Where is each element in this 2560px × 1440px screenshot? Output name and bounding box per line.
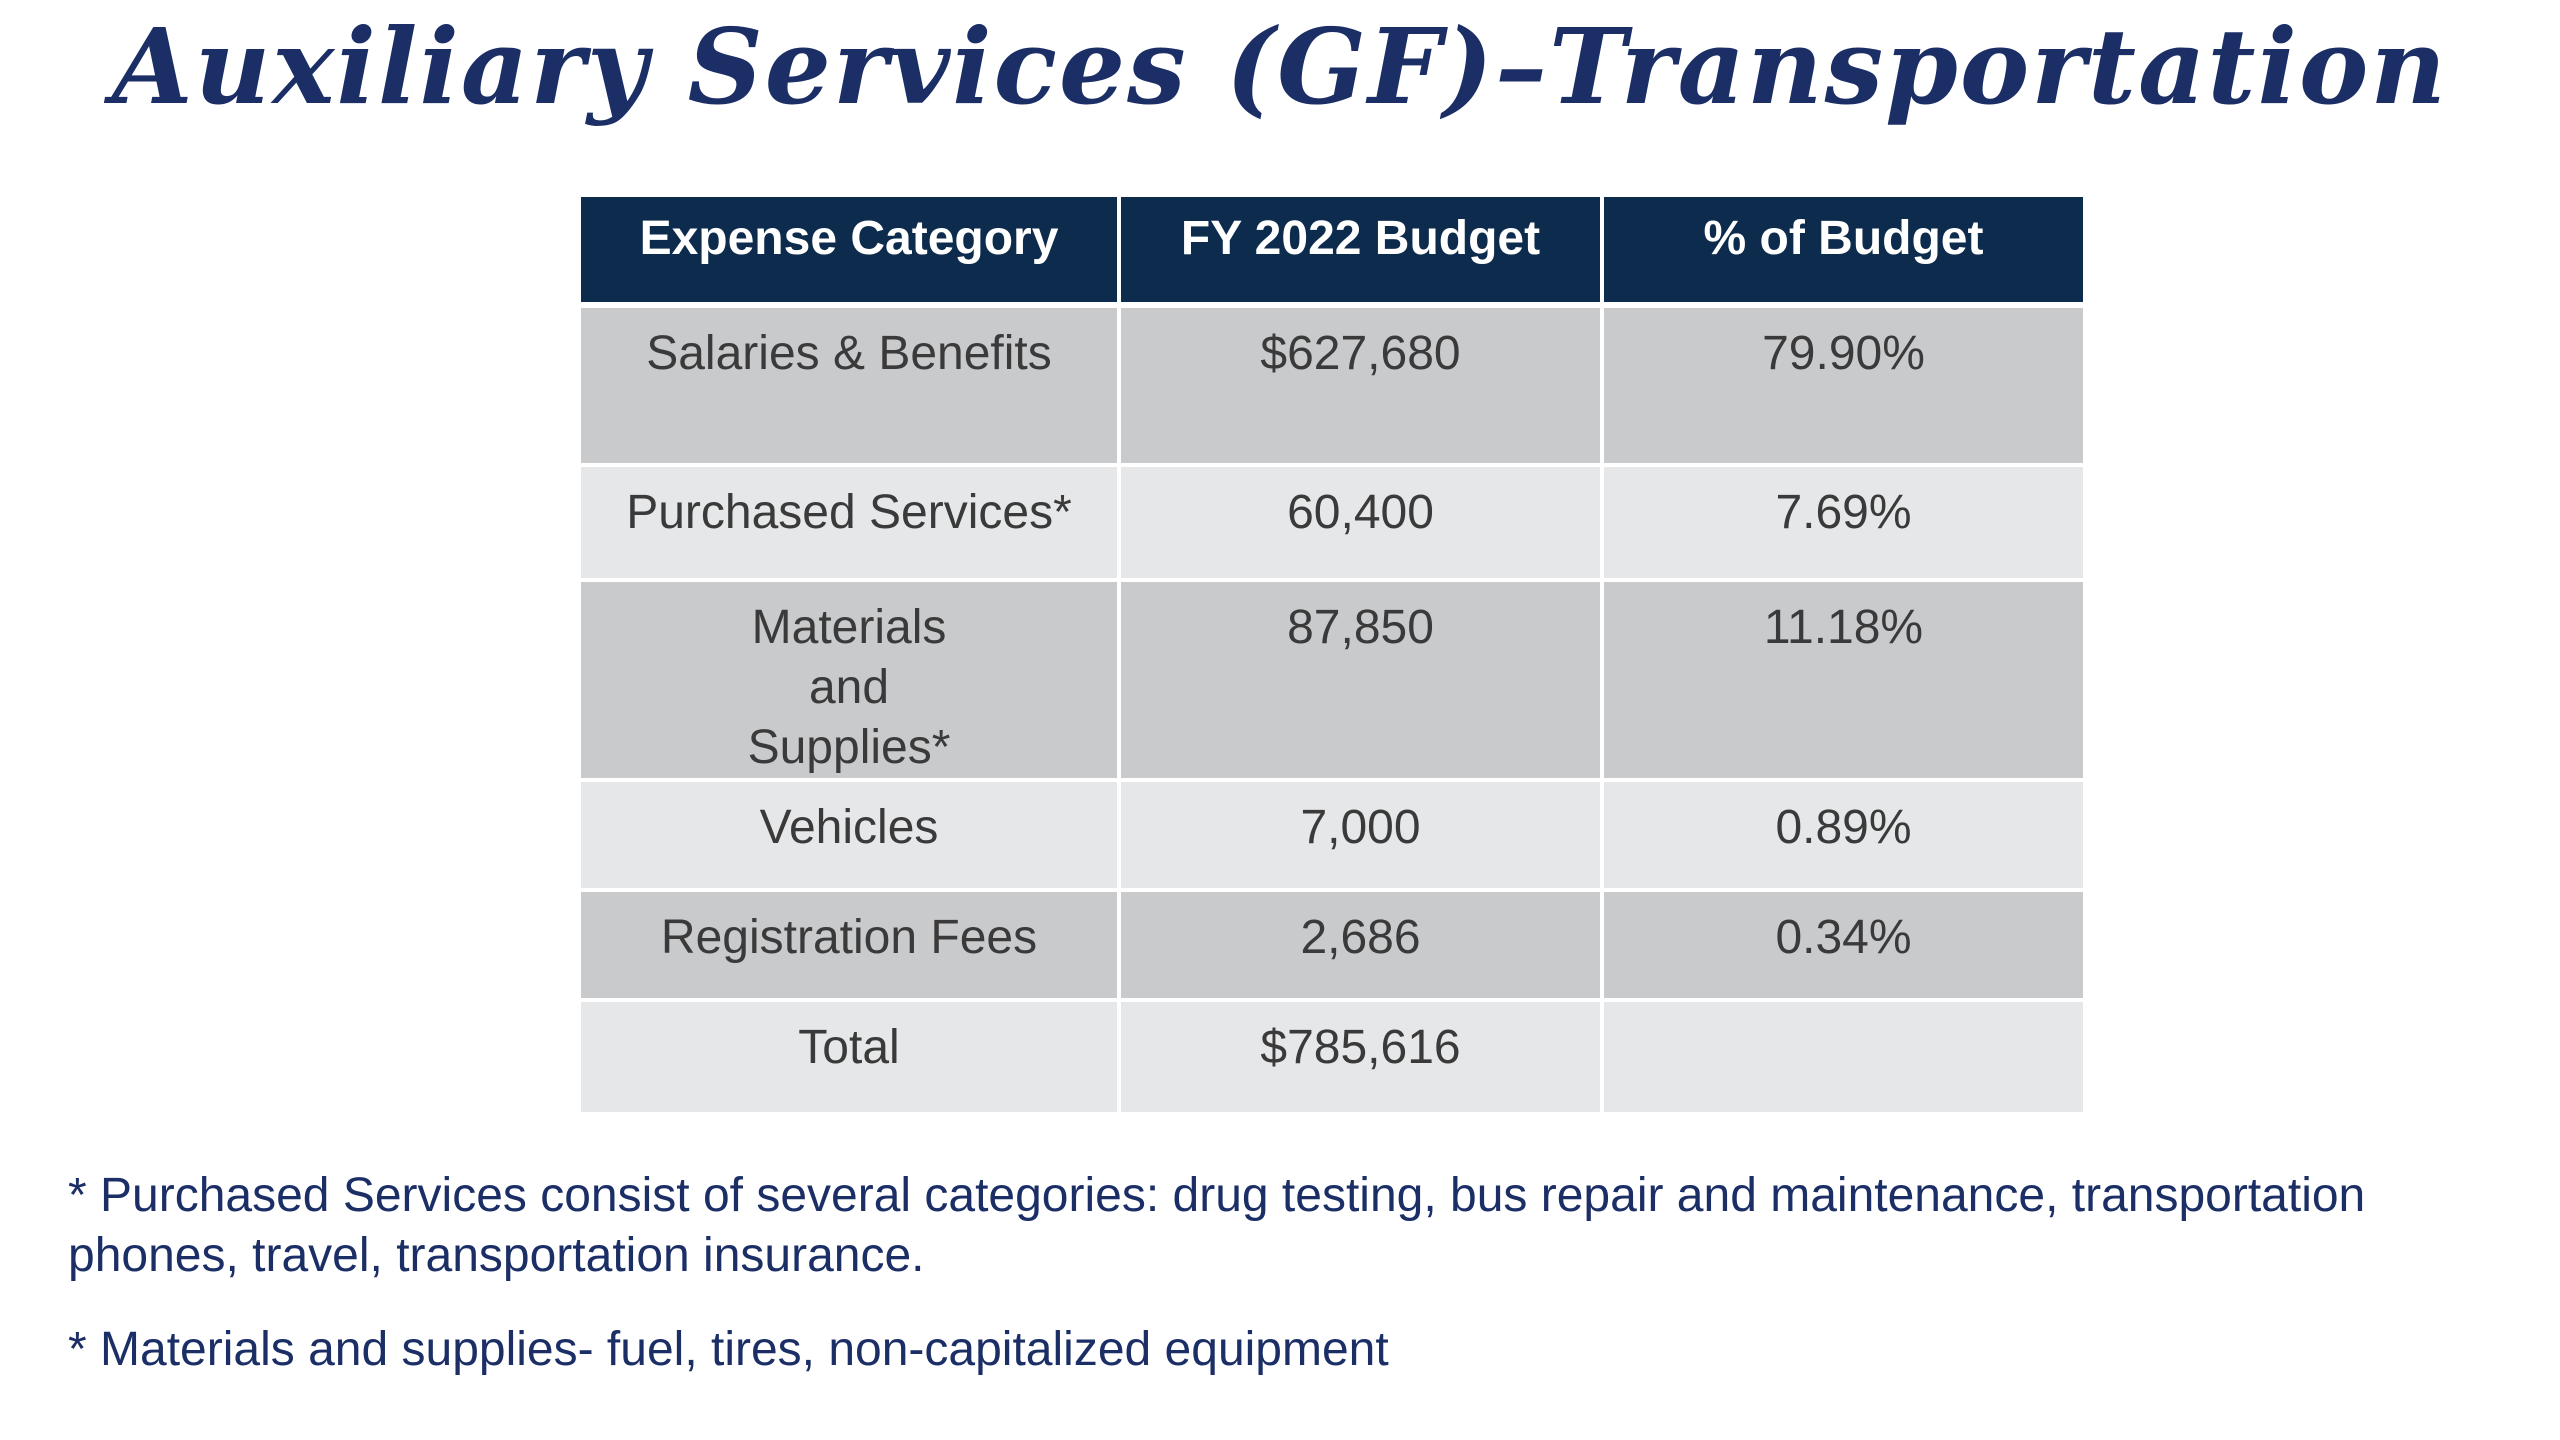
footnote-materials-supplies: * Materials and supplies- fuel, tires, n… <box>68 1323 1389 1376</box>
cell-budget: 60,400 <box>1117 463 1604 582</box>
cell-percent: 11.18% <box>1600 578 2087 782</box>
cell-percent: 79.90% <box>1600 303 2087 467</box>
cell-percent: 0.89% <box>1600 778 2087 892</box>
cell-percent <box>1600 998 2087 1116</box>
cell-category: Vehicles <box>577 778 1121 892</box>
budget-table: Expense Category FY 2022 Budget % of Bud… <box>577 193 2087 1116</box>
table-row: Vehicles 7,000 0.89% <box>577 778 2087 892</box>
cell-budget: 2,686 <box>1117 888 1604 1002</box>
table-row-total: Total $785,616 <box>577 998 2087 1116</box>
header-percent-of-budget: % of Budget <box>1600 193 2087 308</box>
table-row: Salaries & Benefits $627,680 79.90% <box>577 303 2087 467</box>
cell-category: Materials and Supplies* <box>577 578 1121 782</box>
cell-budget: 7,000 <box>1117 778 1604 892</box>
header-expense-category: Expense Category <box>577 193 1121 308</box>
cell-budget: $627,680 <box>1117 303 1604 467</box>
cell-budget: 87,850 <box>1117 578 1604 782</box>
table-row: Purchased Services* 60,400 7.69% <box>577 463 2087 582</box>
cell-percent: 7.69% <box>1600 463 2087 582</box>
cell-percent: 0.34% <box>1600 888 2087 1002</box>
cell-category: Total <box>577 998 1121 1116</box>
cell-category: Salaries & Benefits <box>577 303 1121 467</box>
slide-title: Auxiliary Services (GF)–Transportation <box>112 5 2448 128</box>
cell-category: Registration Fees <box>577 888 1121 1002</box>
header-fy-2022-budget: FY 2022 Budget <box>1117 193 1604 308</box>
cell-category: Purchased Services* <box>577 463 1121 582</box>
table-header-row: Expense Category FY 2022 Budget % of Bud… <box>577 193 2087 308</box>
table-row: Registration Fees 2,686 0.34% <box>577 888 2087 1002</box>
footnote-purchased-services: * Purchased Services consist of several … <box>68 1169 2366 1282</box>
cell-budget: $785,616 <box>1117 998 1604 1116</box>
table-row: Materials and Supplies* 87,850 11.18% <box>577 578 2087 782</box>
